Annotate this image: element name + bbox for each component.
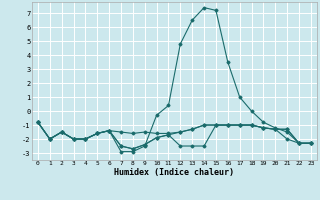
X-axis label: Humidex (Indice chaleur): Humidex (Indice chaleur) [115, 168, 234, 177]
